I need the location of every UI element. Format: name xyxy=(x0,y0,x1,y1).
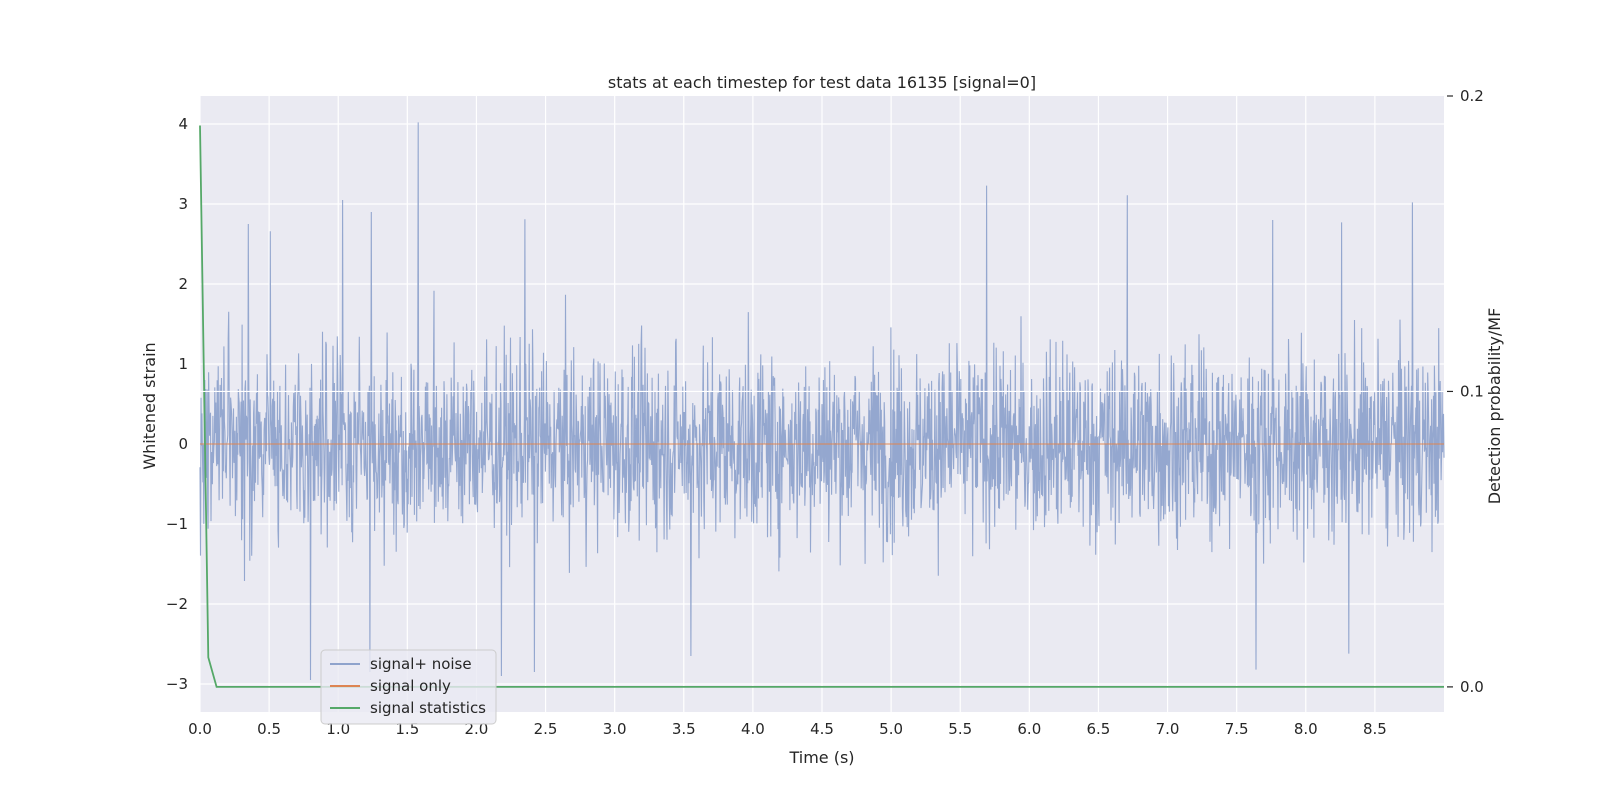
x-tick-label: 6.5 xyxy=(1087,720,1111,738)
x-tick-label: 5.0 xyxy=(879,720,903,738)
x-tick-label: 4.0 xyxy=(741,720,765,738)
y-tick-label: −2 xyxy=(166,595,188,613)
series-signal-noise-line xyxy=(199,122,1445,681)
y-axis-label: Whitened strain xyxy=(140,342,159,469)
y-tick-label: 0 xyxy=(178,435,188,453)
x-tick-label: 0.0 xyxy=(188,720,212,738)
y-tick-label: 2 xyxy=(178,275,188,293)
x-tick-label: 8.0 xyxy=(1294,720,1318,738)
legend: signal+ noise signal only signal statist… xyxy=(320,649,497,725)
x-tick-label: 4.5 xyxy=(810,720,834,738)
y2-tick-label: 0.0 xyxy=(1460,678,1484,696)
y-tick-label: −3 xyxy=(166,675,188,693)
x-axis-label: Time (s) xyxy=(788,748,854,767)
y2-axis-label: Detection probability/MF xyxy=(1485,308,1504,505)
legend-box xyxy=(320,649,497,725)
x-tick-label: 7.5 xyxy=(1225,720,1249,738)
y2-tick-label: 0.2 xyxy=(1460,87,1484,105)
y-tick-label: −1 xyxy=(166,515,188,533)
x-tick-label: 7.0 xyxy=(1156,720,1180,738)
x-tick-label: 0.5 xyxy=(257,720,281,738)
y-tick-label: 3 xyxy=(178,195,188,213)
y-tick-label: 1 xyxy=(178,355,188,373)
x-tick-label: 2.5 xyxy=(534,720,558,738)
legend-label-signal-statistics: signal statistics xyxy=(370,699,486,717)
y2-tick-label: 0.1 xyxy=(1460,382,1484,400)
x-tick-label: 8.5 xyxy=(1363,720,1387,738)
series-layer xyxy=(199,122,1445,688)
y-tick-label: 4 xyxy=(178,115,188,133)
series-signal-statistics-line xyxy=(199,125,1444,688)
x-tick-label: 3.5 xyxy=(672,720,696,738)
x-tick-label: 3.0 xyxy=(603,720,627,738)
x-tick-label: 5.5 xyxy=(948,720,972,738)
x-tick-label: 6.0 xyxy=(1017,720,1041,738)
legend-label-signal-noise: signal+ noise xyxy=(370,655,472,673)
legend-label-signal-only: signal only xyxy=(370,677,451,695)
chart-title: stats at each timestep for test data 161… xyxy=(608,73,1036,92)
